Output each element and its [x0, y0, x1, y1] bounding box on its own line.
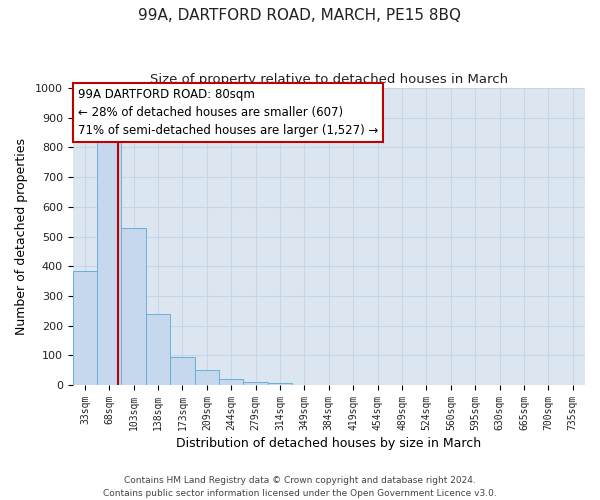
- Bar: [194, 370, 219, 385]
- Bar: [170, 357, 194, 385]
- Text: 99A DARTFORD ROAD: 80sqm
← 28% of detached houses are smaller (607)
71% of semi-: 99A DARTFORD ROAD: 80sqm ← 28% of detach…: [78, 88, 378, 137]
- Bar: [73, 270, 97, 385]
- Bar: [97, 138, 121, 385]
- X-axis label: Distribution of detached houses by size in March: Distribution of detached houses by size …: [176, 437, 481, 450]
- Text: Contains HM Land Registry data © Crown copyright and database right 2024.
Contai: Contains HM Land Registry data © Crown c…: [103, 476, 497, 498]
- Bar: [146, 314, 170, 385]
- Bar: [268, 382, 292, 385]
- Title: Size of property relative to detached houses in March: Size of property relative to detached ho…: [150, 72, 508, 86]
- Bar: [219, 379, 244, 385]
- Y-axis label: Number of detached properties: Number of detached properties: [15, 138, 28, 335]
- Bar: [121, 228, 146, 385]
- Text: 99A, DARTFORD ROAD, MARCH, PE15 8BQ: 99A, DARTFORD ROAD, MARCH, PE15 8BQ: [139, 8, 461, 22]
- Bar: [244, 382, 268, 385]
